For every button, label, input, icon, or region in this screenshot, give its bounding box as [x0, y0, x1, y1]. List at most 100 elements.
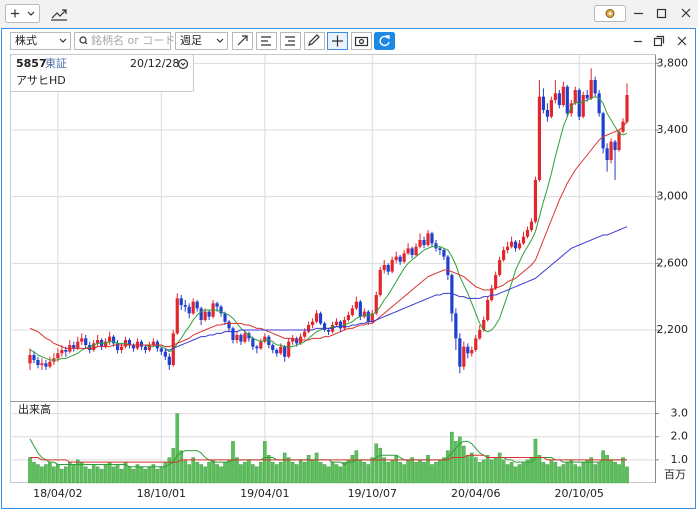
panel-maximize[interactable] [653, 35, 665, 47]
volume-bar [310, 459, 315, 484]
volume-bar [569, 459, 574, 484]
candle-body [48, 361, 52, 367]
chart-icon-button[interactable] [51, 9, 67, 21]
candle-body [223, 313, 227, 322]
candle-body [271, 345, 275, 350]
volume-bar [410, 457, 414, 484]
candle-body [350, 308, 354, 315]
volume-bar [577, 466, 582, 484]
volume-bar [247, 459, 251, 484]
crosshair-tool[interactable] [327, 32, 348, 50]
volume-bar [501, 459, 506, 484]
candle-body [438, 248, 442, 250]
add-button[interactable] [5, 4, 40, 23]
volume-bar [48, 461, 52, 484]
candle-body [486, 300, 490, 320]
panel-close[interactable] [677, 36, 687, 46]
market-label: 株式 [15, 33, 37, 47]
search-box[interactable]: 銘柄名 or コード [74, 32, 176, 50]
trend-tool[interactable] [232, 32, 253, 50]
volume-bar [350, 455, 355, 484]
candle-body [378, 270, 382, 295]
info-box: 5857 東証 20/12/28 アサヒHD [10, 54, 194, 92]
volume-bar [573, 464, 578, 484]
candle-body [76, 341, 80, 349]
volume-bar [219, 466, 223, 484]
volume-bar [565, 461, 570, 484]
close-button[interactable] [681, 8, 691, 18]
candle-body [442, 250, 446, 257]
candle-body [215, 303, 219, 307]
candle-body [593, 80, 597, 94]
volume-bar [40, 466, 44, 484]
volume-bar [155, 468, 160, 484]
y-tick-label: 3,800 [657, 56, 689, 69]
align-left-tool[interactable] [256, 32, 277, 50]
x-tick-label: 20/10/05 [555, 487, 604, 500]
panel-title: 出来高 [18, 402, 51, 416]
volume-bar [521, 461, 526, 484]
candle-body [454, 313, 458, 339]
candle-body [541, 96, 546, 110]
stock-name: アサヒHD [16, 74, 66, 87]
candle-body [406, 248, 410, 254]
y-tick-label: 3,400 [657, 123, 689, 136]
volume-bar [239, 464, 243, 484]
candle-body [187, 306, 191, 314]
volume-bar [167, 457, 172, 484]
refresh-button[interactable] [374, 32, 395, 50]
candle-body [199, 308, 203, 320]
candle-body [163, 351, 167, 357]
candle-body [529, 221, 534, 230]
pencil-tool[interactable] [304, 32, 325, 50]
y-tick-label: 3,000 [657, 190, 689, 203]
volume-bar [625, 466, 629, 484]
period-select[interactable]: 週足 [175, 32, 228, 50]
volume-bar [481, 459, 486, 484]
candle-body [104, 341, 108, 347]
candle-body [370, 313, 374, 322]
candle-body [84, 338, 88, 345]
volume-bar [191, 457, 195, 484]
settings-button[interactable] [594, 5, 626, 22]
candle-body [32, 355, 36, 360]
align-right-tool[interactable] [280, 32, 301, 50]
volume-bar [151, 464, 156, 484]
candle-body [545, 110, 549, 117]
volume-bar [326, 466, 331, 484]
candle-body [64, 350, 68, 352]
volume-bar [541, 461, 546, 484]
volume-bar [87, 468, 92, 484]
volume-bar [286, 457, 291, 484]
volume-bar [609, 459, 613, 484]
candle-body [362, 311, 366, 317]
volume-bar [259, 461, 263, 484]
candle-body [446, 256, 450, 275]
candle-body [255, 346, 259, 349]
volume-bar [386, 461, 391, 484]
volume-bar [135, 464, 140, 484]
candle-body [569, 103, 573, 114]
volume-bar [187, 464, 192, 484]
candle-body [119, 346, 124, 350]
volume-bar [71, 464, 76, 484]
info-toggle[interactable] [177, 58, 189, 70]
candle-body [159, 348, 163, 352]
candle-body [338, 321, 343, 329]
volume-bar [60, 468, 64, 484]
volume-bar [382, 457, 387, 484]
volume-bar [525, 459, 530, 484]
volume-bar [231, 441, 235, 484]
volume-bar [251, 464, 255, 484]
volume-bar [32, 461, 36, 484]
volume-bar [67, 461, 72, 484]
volume-bar [338, 466, 343, 484]
camera-tool[interactable] [351, 32, 372, 50]
candle-body [231, 328, 235, 340]
market-select[interactable]: 株式 [10, 32, 71, 50]
volume-bar [131, 468, 136, 484]
candle-body [565, 86, 569, 114]
volume-bar [56, 464, 60, 484]
x-tick-label: 19/10/07 [348, 487, 397, 500]
maximize-button[interactable] [656, 8, 667, 19]
